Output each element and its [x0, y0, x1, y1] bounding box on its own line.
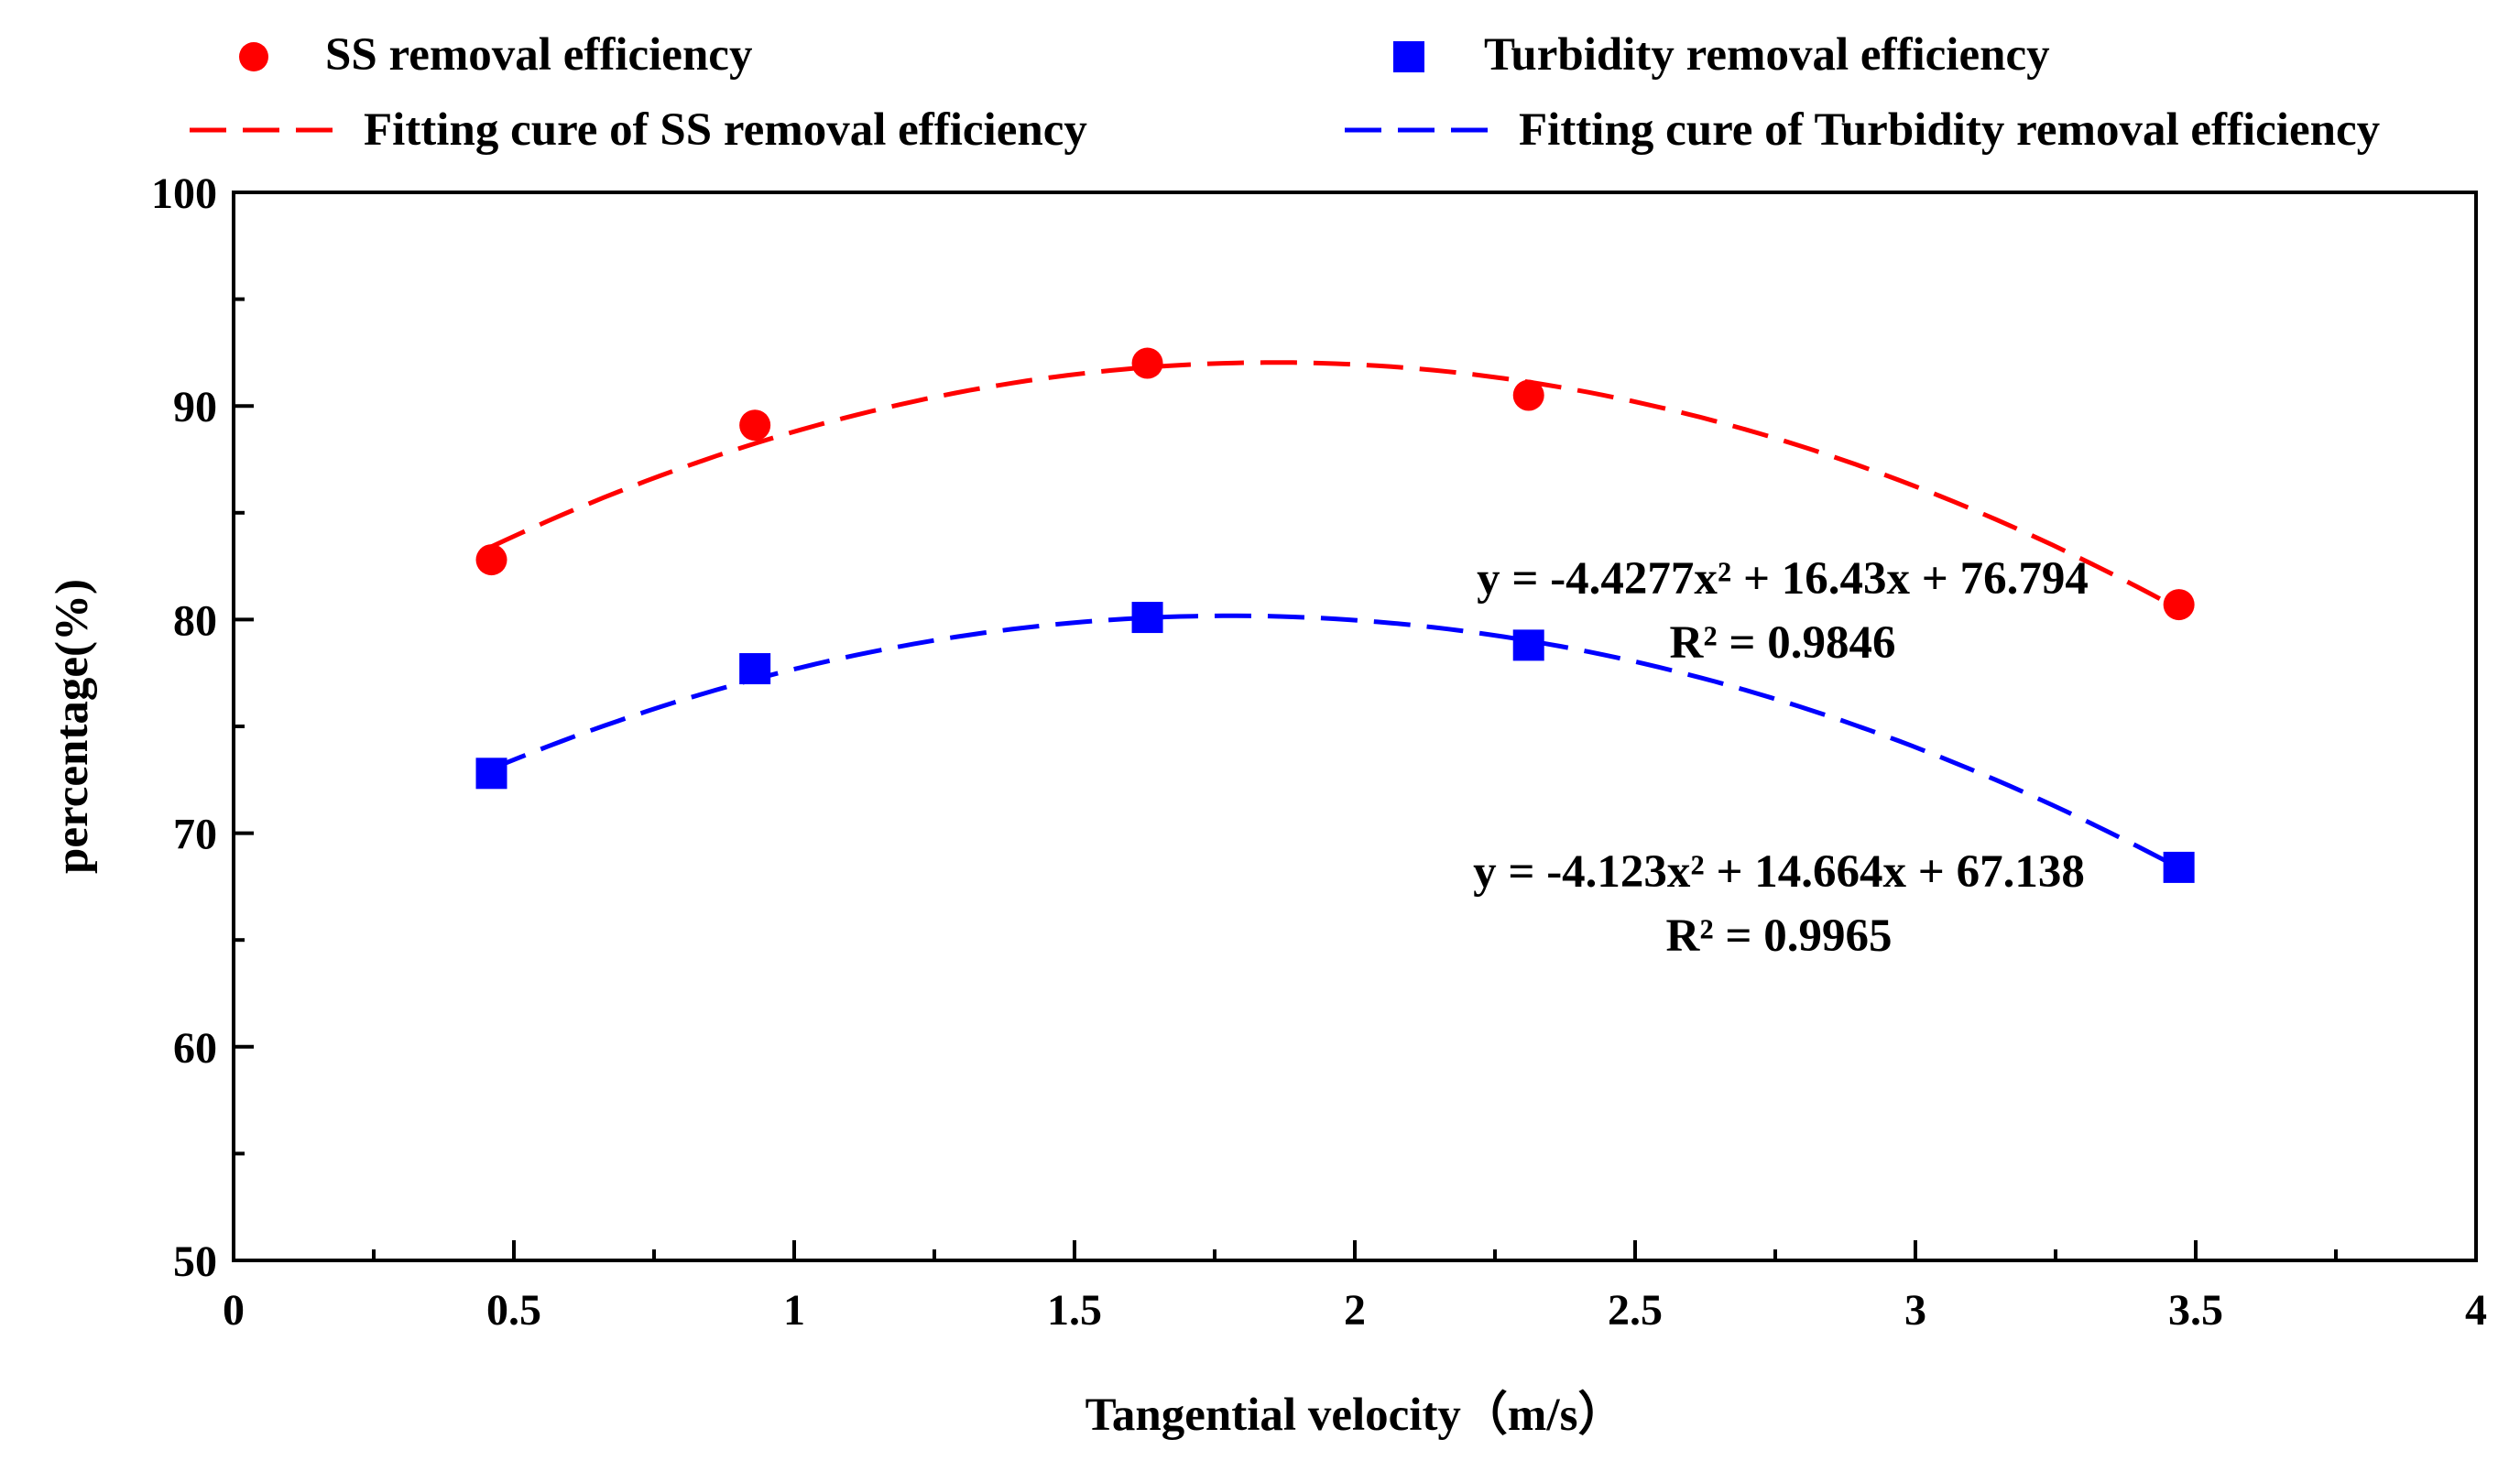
x-tick-label: 1.5 — [1047, 1286, 1102, 1335]
turbidity-fit-curve — [490, 613, 2180, 870]
turbidity-data-point — [1512, 629, 1544, 661]
plot-frame — [232, 191, 2478, 1262]
ss-fit-r2: R² = 0.9846 — [1670, 617, 1896, 669]
y-tick-label: 60 — [173, 1024, 217, 1073]
turbidity-fit-r2: R² = 0.9965 — [1666, 910, 1893, 962]
x-axis-title: Tangential velocity（m/s） — [1085, 1389, 1625, 1441]
ss-fit-equation: y = -4.4277x² + 16.43x + 76.794 — [1477, 553, 2089, 605]
y-axis: 50 60 70 80 90 100 — [151, 169, 254, 1286]
legend-marker-ss — [239, 42, 268, 71]
x-tick-label: 0.5 — [486, 1286, 541, 1335]
x-tick-label: 4 — [2465, 1286, 2487, 1335]
turbidity-fit-equation: y = -4.123x² + 14.664x + 67.138 — [1473, 846, 2085, 898]
legend-label-ss-fit: Fitting cure of SS removal efficiency — [364, 104, 1087, 156]
turbidity-data-point — [739, 653, 771, 685]
y-tick-label: 50 — [173, 1237, 217, 1286]
y-tick-label: 90 — [173, 383, 217, 431]
legend-label-ss: SS removal efficiency — [325, 29, 752, 81]
x-tick-label: 3.5 — [2168, 1286, 2223, 1335]
fit-lines — [490, 360, 2180, 870]
data-markers — [475, 347, 2195, 883]
legend: SS removal efficiency Turbidity removal … — [190, 29, 2380, 156]
turbidity-data-point — [475, 758, 507, 790]
ss-data-point — [475, 544, 507, 576]
ss-data-point — [1512, 379, 1544, 411]
y-tick-label: 80 — [173, 596, 217, 645]
legend-label-turbidity-fit: Fitting cure of Turbidity removal effici… — [1519, 104, 2380, 156]
ss-data-point — [2163, 589, 2195, 621]
ss-data-point — [739, 409, 771, 442]
x-tick-label: 1 — [783, 1286, 805, 1335]
legend-marker-turbidity — [1393, 41, 1424, 72]
y-axis-title: percentage(%) — [47, 579, 98, 874]
ss-data-point — [1131, 347, 1163, 379]
x-tick-label: 0 — [223, 1286, 245, 1335]
x-tick-label: 3 — [1904, 1286, 1926, 1335]
x-axis: 0 0.5 1 1.5 2 2.5 3 3.5 4 — [223, 1240, 2487, 1335]
x-tick-label: 2.5 — [1608, 1286, 1663, 1335]
turbidity-data-point — [1131, 602, 1163, 634]
y-tick-label: 100 — [151, 169, 217, 218]
y-tick-label: 70 — [173, 811, 217, 859]
ss-fit-curve — [490, 360, 2180, 612]
x-tick-label: 2 — [1344, 1286, 1366, 1335]
turbidity-data-point — [2163, 851, 2195, 883]
legend-label-turbidity: Turbidity removal efficiency — [1484, 29, 2050, 81]
